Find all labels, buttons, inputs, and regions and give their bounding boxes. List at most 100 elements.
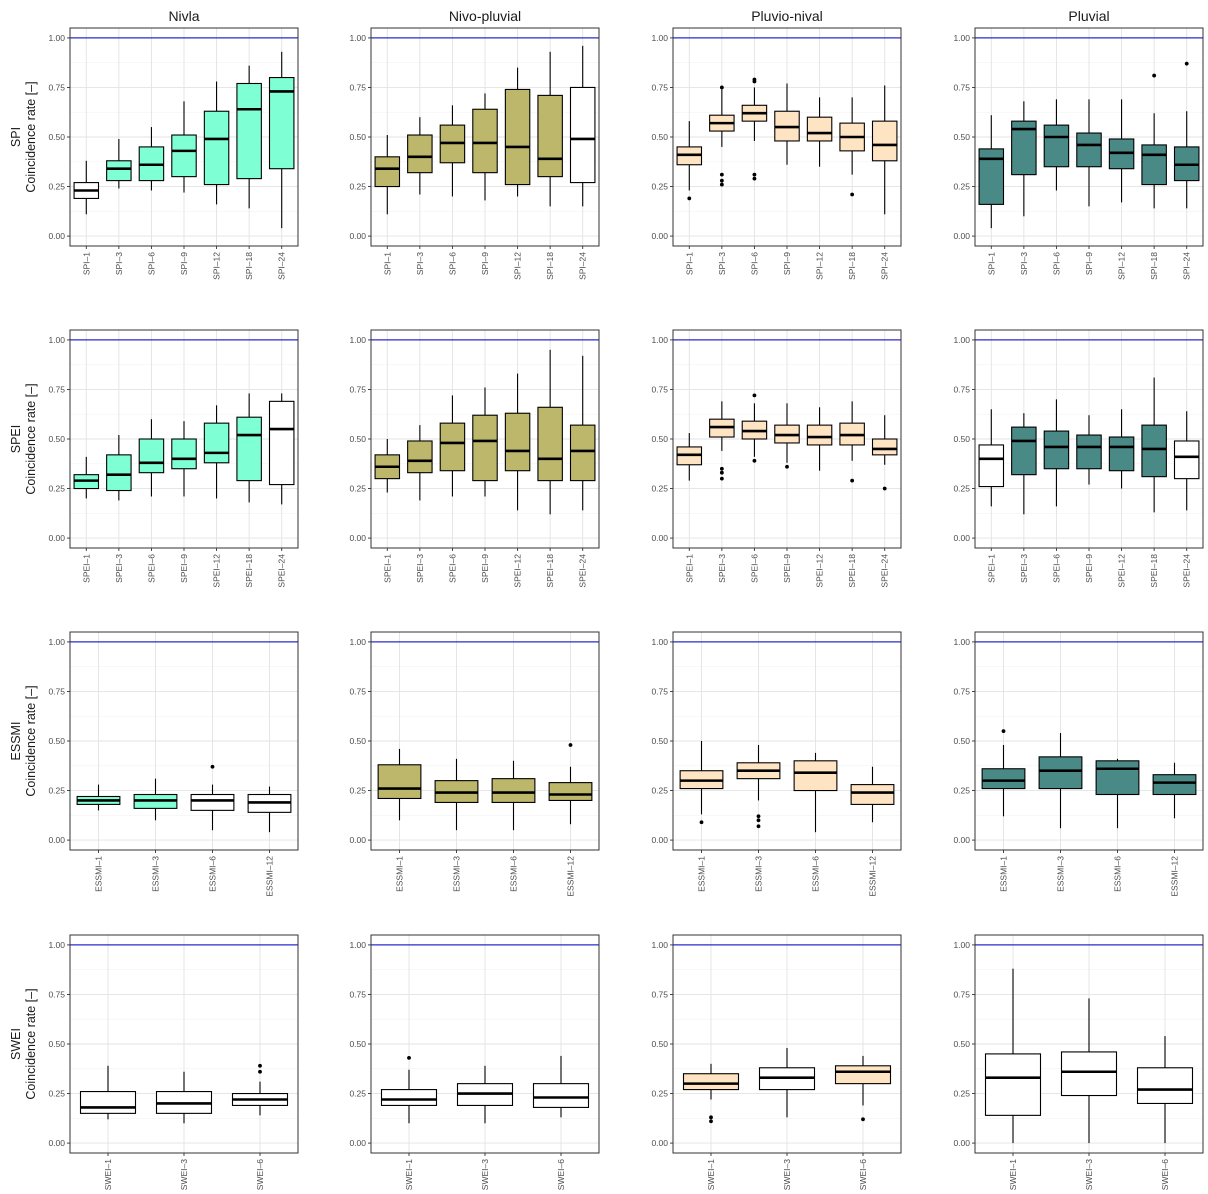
- y-tick-label: 0.75: [48, 384, 65, 394]
- outlier-point: [1184, 61, 1189, 66]
- box-swei-6: [231, 1063, 289, 1116]
- panel-2-3: 0.00 0.25 0.50 0.75 1.00 ESSMI–1 ESSMI–3 ESSMI–…: [953, 631, 1204, 897]
- outlier-point: [756, 818, 761, 823]
- box-essmi-1: [981, 729, 1026, 817]
- y-tick-label: 0.75: [349, 384, 366, 394]
- row-label-2-0: ESSMI: [9, 722, 23, 761]
- box-spei-6: [1043, 399, 1070, 507]
- panel-2-1: 0.00 0.25 0.50 0.75 1.00 ESSMI–1 ESSMI–3 ESSMI–…: [349, 631, 600, 897]
- x-tick-label: SPEI–6: [1051, 554, 1061, 583]
- outlier-point: [752, 458, 757, 463]
- x-tick-label: ESSMI–3: [452, 856, 462, 892]
- y-tick-label: 0.25: [953, 182, 970, 192]
- box-spi-9: [1076, 99, 1102, 207]
- box-iqr: [1152, 774, 1197, 796]
- x-tick-label: SPEI–6: [146, 554, 156, 583]
- y-tick-label: 0.25: [48, 484, 65, 494]
- box-iqr: [106, 454, 132, 492]
- box-spi-18: [1141, 73, 1167, 209]
- box-spi-1: [676, 121, 703, 201]
- box-spi-12: [1108, 99, 1135, 203]
- box-spi-18: [236, 65, 262, 209]
- box-essmi-1: [76, 784, 121, 811]
- x-tick-label: SPEI–6: [749, 554, 759, 583]
- x-tick-label: ESSMI–6: [1113, 856, 1123, 892]
- outlier-point: [719, 466, 724, 471]
- y-tick-label: 0.50: [953, 736, 970, 746]
- x-tick-label: SPI–6: [1051, 252, 1061, 275]
- x-tick-label: SPI–12: [815, 252, 825, 280]
- box-spei-1: [676, 433, 703, 481]
- x-tick-label: SPEI–9: [1084, 554, 1094, 583]
- y-tick-label: 0.25: [48, 182, 65, 192]
- outlier-point: [1001, 729, 1006, 733]
- x-tick-label: SWEI–1: [103, 1159, 113, 1190]
- box-spi-24: [871, 85, 898, 215]
- y-tick-label: 0.50: [349, 1039, 366, 1049]
- outlier-point: [752, 393, 757, 398]
- outlier-point: [709, 1119, 713, 1124]
- y-tick-label: 0.50: [349, 132, 366, 142]
- box-essmi-6: [491, 760, 536, 831]
- x-tick-label: SPI–24: [880, 252, 890, 280]
- y-tick-label: 1.00: [48, 33, 65, 43]
- y-tick-label: 0.25: [953, 484, 970, 494]
- y-tick-label: 0.00: [48, 231, 65, 241]
- row-label-3-1: Coincidence rate [–]: [24, 988, 38, 1099]
- row-label-1-0: SPEI: [9, 425, 23, 454]
- box-spi-1: [978, 115, 1005, 229]
- box-iqr: [1043, 430, 1070, 470]
- y-tick-label: 0.75: [48, 686, 65, 696]
- x-tick-label: SPEI–24: [578, 554, 588, 588]
- x-tick-label: SPI–3: [415, 252, 425, 275]
- outlier-point: [882, 486, 887, 491]
- y-tick-label: 0.25: [349, 1089, 366, 1099]
- box-spei-9: [472, 387, 498, 497]
- box-spei-18: [1141, 377, 1167, 513]
- y-tick-label: 1.00: [651, 637, 668, 647]
- box-spei-3: [709, 401, 735, 481]
- box-spi-24: [268, 51, 295, 229]
- outlier-point: [719, 85, 724, 90]
- panel-0-3: 0.00 0.25 0.50 0.75 1.00 SPI–1 SPI–3 SPI–6 SPI–9…: [953, 27, 1204, 280]
- x-tick-label: ESSMI–1: [94, 856, 104, 892]
- x-tick-label: SPI–12: [1117, 252, 1127, 280]
- box-swei-1: [682, 1063, 740, 1124]
- y-tick-label: 1.00: [953, 335, 970, 345]
- x-tick-label: SWEI–3: [179, 1159, 189, 1190]
- box-spei-1: [978, 409, 1005, 507]
- panel-3-1: 0.00 0.25 0.50 0.75 1.00 SWEI–1 SWEI–3 SWEI–6: [349, 934, 600, 1190]
- outlier-point: [756, 824, 761, 829]
- box-iqr: [537, 406, 563, 482]
- y-tick-label: 0.50: [349, 736, 366, 746]
- x-tick-label: SPI–24: [277, 252, 287, 280]
- y-tick-label: 0.00: [953, 231, 970, 241]
- x-tick-label: SPEI–12: [513, 554, 523, 588]
- x-tick-label: SWEI–1: [404, 1159, 414, 1190]
- y-tick-label: 0.50: [651, 434, 668, 444]
- box-iqr: [1060, 1051, 1118, 1097]
- y-tick-label: 1.00: [651, 33, 668, 43]
- x-tick-label: SWEI–6: [1160, 1159, 1170, 1190]
- box-iqr: [871, 438, 898, 456]
- x-tick-label: SPEI–12: [1117, 554, 1127, 588]
- box-swei-1: [984, 968, 1042, 1144]
- y-tick-label: 0.00: [349, 1138, 366, 1148]
- box-iqr: [380, 1089, 438, 1106]
- box-iqr: [407, 134, 433, 174]
- outlier-point: [785, 464, 789, 469]
- x-tick-label: ESSMI–6: [811, 856, 821, 892]
- box-iqr: [806, 116, 833, 142]
- panel-3-3: 0.00 0.25 0.50 0.75 1.00 SWEI–1 SWEI–3 SWEI–6: [953, 934, 1204, 1190]
- x-tick-label: SPEI–3: [114, 554, 124, 583]
- y-tick-label: 1.00: [953, 637, 970, 647]
- x-tick-label: SPEI–18: [847, 554, 857, 588]
- y-tick-label: 0.50: [48, 434, 65, 444]
- y-tick-label: 0.75: [651, 82, 668, 92]
- box-spi-6: [741, 77, 768, 181]
- box-iqr: [1043, 124, 1070, 168]
- y-tick-label: 0.25: [953, 1089, 970, 1099]
- outlier-point: [719, 476, 724, 481]
- x-tick-label: SPI–3: [114, 252, 124, 275]
